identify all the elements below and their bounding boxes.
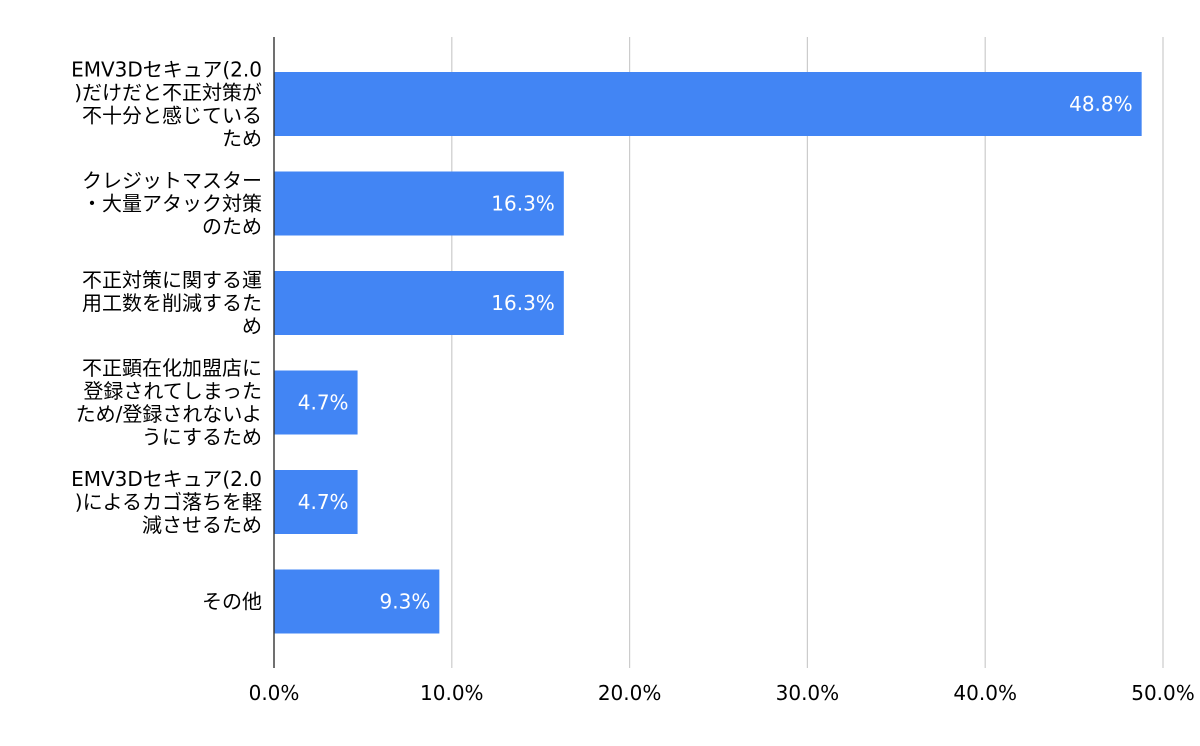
x-tick-label: 40.0%	[953, 681, 1017, 705]
category-label: その他	[202, 590, 262, 614]
category-label: ・大量アタック対策	[82, 192, 262, 216]
category-label: 登録されてしまった	[83, 379, 262, 403]
x-tick-label: 30.0%	[776, 681, 840, 705]
bar	[274, 370, 358, 435]
x-tick-label: 50.0%	[1131, 681, 1195, 705]
category-label: )によるカゴ落ちを軽	[75, 490, 262, 514]
category-label: 不十分と感じている	[82, 104, 262, 128]
bar	[274, 569, 440, 634]
data-label: 48.8%	[1069, 92, 1133, 116]
category-label: EMV3Dセキュア(2.0	[71, 58, 262, 82]
category-label: ため	[222, 127, 262, 151]
data-label: 16.3%	[491, 291, 555, 315]
category-label: 不正顕在化加盟店に	[82, 356, 262, 380]
category-label: )だけだと不正対策が	[74, 81, 262, 105]
category-label: 不正対策に関する運	[82, 268, 262, 292]
bar	[274, 171, 564, 236]
category-label: 用工数を削減するた	[82, 291, 262, 315]
category-label: EMV3Dセキュア(2.0	[71, 467, 262, 491]
x-tick-label: 0.0%	[249, 681, 300, 705]
category-label: 減させるため	[142, 513, 262, 537]
data-label: 4.7%	[298, 391, 349, 415]
x-tick-label: 20.0%	[598, 681, 662, 705]
category-label: ため/登録されないよ	[76, 402, 262, 426]
data-label: 4.7%	[298, 490, 349, 514]
category-label: のため	[202, 215, 262, 239]
x-tick-label: 10.0%	[420, 681, 484, 705]
category-label: うにするため	[142, 425, 262, 449]
category-label: クレジットマスター	[82, 169, 262, 193]
bar	[274, 271, 564, 335]
data-label: 16.3%	[491, 192, 555, 216]
bar	[274, 72, 1142, 136]
bar	[274, 470, 358, 534]
data-label: 9.3%	[380, 590, 431, 614]
category-label: め	[242, 314, 262, 338]
